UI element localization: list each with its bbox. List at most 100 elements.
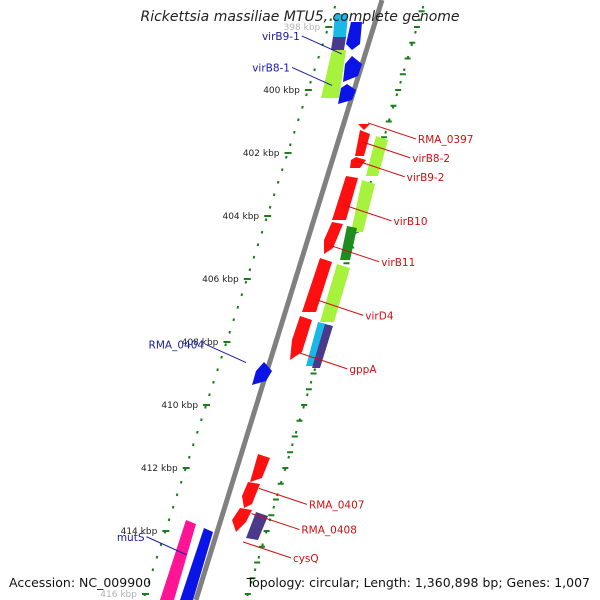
ruler-dot (414, 30, 417, 34)
ruler-dot (421, 5, 425, 9)
ruler-dot (204, 405, 207, 409)
tick-label: 400 kbp (263, 86, 300, 96)
gene-label: mutS (117, 532, 145, 544)
gene-darkgreen-virB11 (340, 226, 357, 260)
ruler-dot (313, 368, 317, 372)
gene-magenta-mutS (160, 520, 196, 600)
gene-red-414a (232, 508, 252, 532)
label-leader (315, 298, 364, 316)
label-leader (291, 66, 333, 86)
gene-blue-398c (346, 22, 362, 50)
gene-red-virB10 (332, 176, 358, 220)
gene-label: RMA_0404 (149, 340, 205, 352)
tick-label: 406 kbp (202, 275, 239, 285)
ruler-dot (260, 230, 264, 234)
ruler-dot (293, 130, 296, 134)
ruler-dot (151, 568, 155, 572)
ruler-dot (395, 93, 399, 97)
tick-label: 410 kbp (161, 401, 198, 411)
gene-labels: virB9-1 virB8-1 RMA_0404 mutS RMA_0397 virB8-… (117, 31, 474, 565)
ruler-dot (220, 355, 223, 359)
ruler-dot (402, 68, 406, 72)
ruler-dot (306, 393, 309, 397)
ruler-dot (240, 293, 244, 297)
ruler-dot (187, 455, 191, 459)
gene-blue-RMA_0404 (252, 362, 272, 385)
ruler-dot (410, 43, 413, 47)
ruler-dot (302, 405, 305, 409)
label-leader (367, 122, 417, 140)
tick-label: 408 kbp (182, 338, 219, 348)
gene-label: virD4 (365, 310, 394, 322)
ruler-dot (171, 505, 175, 509)
gene-red-RMA_0407 (250, 454, 270, 482)
ruler-dot (297, 118, 300, 122)
ruler-dot (305, 93, 308, 97)
gene-label: virB8-1 (252, 62, 290, 74)
gene-red-402b (350, 157, 366, 168)
ruler-dot (333, 5, 337, 9)
ruler-dot (250, 580, 253, 584)
gene-label: gppA (349, 364, 377, 376)
ruler-dot (317, 55, 320, 59)
label-leader (362, 141, 411, 159)
gene-label: RMA_0408 (301, 525, 357, 537)
topology-text: Topology: circular; Length: 1,360,898 bp… (246, 575, 590, 590)
ruler-dot (384, 130, 387, 134)
ruler-dot (253, 568, 257, 572)
ruler-dot (256, 243, 260, 247)
ruler-dot (284, 155, 288, 159)
tick-label: 404 kbp (222, 212, 259, 222)
ruler-dot (294, 430, 298, 434)
tick-label: 398 kbp (284, 23, 321, 33)
label-leader (258, 487, 308, 505)
label-leader (242, 541, 292, 559)
gene-red-RMA_0397 (358, 124, 370, 130)
ruler-dot (289, 143, 292, 147)
gene-red-RMA_0408 (242, 482, 260, 508)
ruler-dot (167, 518, 171, 522)
label-leader (205, 344, 247, 364)
ruler-dot (155, 555, 159, 559)
forward-features (160, 14, 362, 600)
ruler-dot (244, 280, 248, 284)
label-leader (331, 245, 380, 263)
ruler-dot (280, 168, 284, 172)
accession-text: Accession: NC_009900 (9, 575, 152, 590)
ruler-dot (309, 80, 312, 84)
ruler-dot (228, 330, 231, 334)
gene-label: virB11 (381, 257, 415, 269)
label-leader (251, 513, 300, 531)
gene-red-virD4 (302, 258, 332, 312)
gene-lime-virB8-1 (321, 50, 346, 98)
ruler-dot (268, 205, 272, 209)
gene-label: virB9-2 (407, 172, 445, 184)
gene-cyan-398a (333, 14, 348, 37)
ruler-dot (261, 543, 264, 547)
label-leader (301, 35, 342, 55)
label-leader (356, 160, 405, 178)
gene-label: virB8-2 (412, 153, 450, 165)
ruler-dot (212, 380, 215, 384)
ruler-dot (192, 443, 195, 447)
gene-label: cysQ (293, 553, 319, 565)
tick-label: 412 kbp (141, 464, 178, 474)
gene-label: RMA_0397 (418, 134, 474, 146)
ruler-dot (224, 343, 227, 347)
reverse-features (232, 124, 388, 540)
gene-blue-400a (338, 84, 356, 104)
ruler-dot (417, 18, 421, 22)
gene-blue-mutS2 (180, 528, 213, 600)
gene-cyan-gppA (306, 322, 326, 366)
ruler-dot (257, 555, 261, 559)
ruler-dot (325, 30, 328, 34)
ruler-dot (159, 543, 163, 547)
gene-red-402a (355, 130, 370, 156)
gene-label: RMA_0407 (309, 499, 365, 511)
tick-label: 416 kbp (100, 590, 137, 600)
ruler-dot (179, 480, 183, 484)
tick-label: 402 kbp (243, 149, 280, 159)
gene-lime-virD4 (320, 264, 350, 322)
ruler-dot (208, 393, 211, 397)
